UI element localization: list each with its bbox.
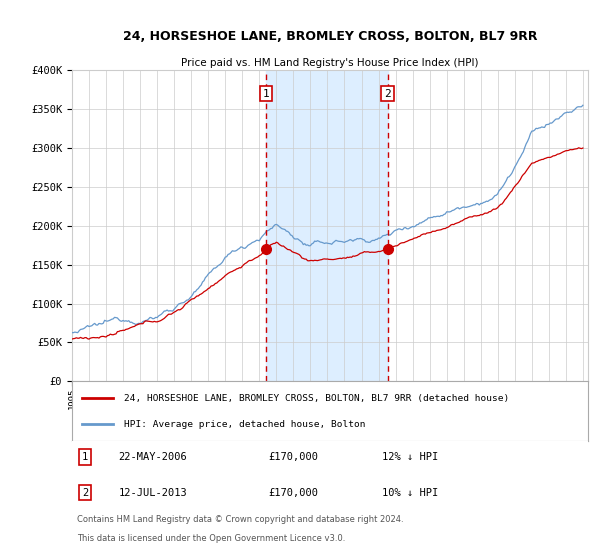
Text: 24, HORSESHOE LANE, BROMLEY CROSS, BOLTON, BL7 9RR: 24, HORSESHOE LANE, BROMLEY CROSS, BOLTO… bbox=[123, 30, 537, 43]
Text: 2: 2 bbox=[82, 488, 88, 498]
Text: 12% ↓ HPI: 12% ↓ HPI bbox=[382, 452, 438, 462]
24, HORSESHOE LANE, BROMLEY CROSS, BOLTON, BL7 9RR (detached house) bbox=[85, 336, 92, 343]
24, HORSESHOE LANE, BROMLEY CROSS, BOLTON, BL7 9RR (detached house) bbox=[389, 244, 397, 250]
Text: 1: 1 bbox=[262, 88, 269, 99]
Text: 12-JUL-2013: 12-JUL-2013 bbox=[118, 488, 187, 498]
HPI: Average price, detached house, Bolton: (2e+03, 6.26e+04): Average price, detached house, Bolton: (… bbox=[68, 329, 76, 336]
Line: HPI: Average price, detached house, Bolton: HPI: Average price, detached house, Bolt… bbox=[72, 105, 583, 333]
Text: Price paid vs. HM Land Registry's House Price Index (HPI): Price paid vs. HM Land Registry's House … bbox=[181, 58, 479, 68]
Text: This data is licensed under the Open Government Licence v3.0.: This data is licensed under the Open Gov… bbox=[77, 534, 346, 543]
Text: £170,000: £170,000 bbox=[268, 488, 318, 498]
HPI: Average price, detached house, Bolton: (2e+03, 9.03e+04): Average price, detached house, Bolton: (… bbox=[165, 308, 172, 315]
HPI: Average price, detached house, Bolton: (2.01e+03, 1.85e+05): Average price, detached house, Bolton: (… bbox=[378, 234, 385, 241]
Line: 24, HORSESHOE LANE, BROMLEY CROSS, BOLTON, BL7 9RR (detached house): 24, HORSESHOE LANE, BROMLEY CROSS, BOLTO… bbox=[72, 148, 583, 339]
HPI: Average price, detached house, Bolton: (2.01e+03, 1.82e+05): Average price, detached house, Bolton: (… bbox=[361, 237, 368, 244]
Text: 10% ↓ HPI: 10% ↓ HPI bbox=[382, 488, 438, 498]
24, HORSESHOE LANE, BROMLEY CROSS, BOLTON, BL7 9RR (detached house) bbox=[165, 311, 172, 318]
24, HORSESHOE LANE, BROMLEY CROSS, BOLTON, BL7 9RR (detached house) bbox=[378, 248, 385, 254]
Bar bbox=[266, 70, 388, 381]
24, HORSESHOE LANE, BROMLEY CROSS, BOLTON, BL7 9RR (detached house) bbox=[361, 248, 368, 255]
24, HORSESHOE LANE, BROMLEY CROSS, BOLTON, BL7 9RR (detached house) bbox=[83, 334, 90, 341]
Text: 1: 1 bbox=[82, 452, 88, 462]
24, HORSESHOE LANE, BROMLEY CROSS, BOLTON, BL7 9RR (detached house) bbox=[518, 173, 526, 180]
HPI: Average price, detached house, Bolton: (2.01e+03, 1.91e+05): Average price, detached house, Bolton: (… bbox=[389, 229, 397, 236]
HPI: Average price, detached house, Bolton: (2e+03, 7.16e+04): Average price, detached house, Bolton: (… bbox=[84, 322, 91, 329]
24, HORSESHOE LANE, BROMLEY CROSS, BOLTON, BL7 9RR (detached house) bbox=[575, 144, 582, 151]
HPI: Average price, detached house, Bolton: (2.02e+03, 2.92e+05): Average price, detached house, Bolton: (… bbox=[518, 151, 526, 157]
Text: HPI: Average price, detached house, Bolton: HPI: Average price, detached house, Bolt… bbox=[124, 420, 365, 429]
Text: £170,000: £170,000 bbox=[268, 452, 318, 462]
Text: Contains HM Land Registry data © Crown copyright and database right 2024.: Contains HM Land Registry data © Crown c… bbox=[77, 515, 404, 524]
24, HORSESHOE LANE, BROMLEY CROSS, BOLTON, BL7 9RR (detached house) bbox=[579, 144, 586, 151]
Text: 24, HORSESHOE LANE, BROMLEY CROSS, BOLTON, BL7 9RR (detached house): 24, HORSESHOE LANE, BROMLEY CROSS, BOLTO… bbox=[124, 394, 509, 403]
24, HORSESHOE LANE, BROMLEY CROSS, BOLTON, BL7 9RR (detached house) bbox=[68, 335, 76, 342]
HPI: Average price, detached house, Bolton: (2.02e+03, 3.55e+05): Average price, detached house, Bolton: (… bbox=[579, 102, 586, 109]
HPI: Average price, detached house, Bolton: (2e+03, 6.25e+04): Average price, detached house, Bolton: (… bbox=[74, 329, 81, 336]
Text: 22-MAY-2006: 22-MAY-2006 bbox=[118, 452, 187, 462]
Text: 2: 2 bbox=[384, 88, 391, 99]
